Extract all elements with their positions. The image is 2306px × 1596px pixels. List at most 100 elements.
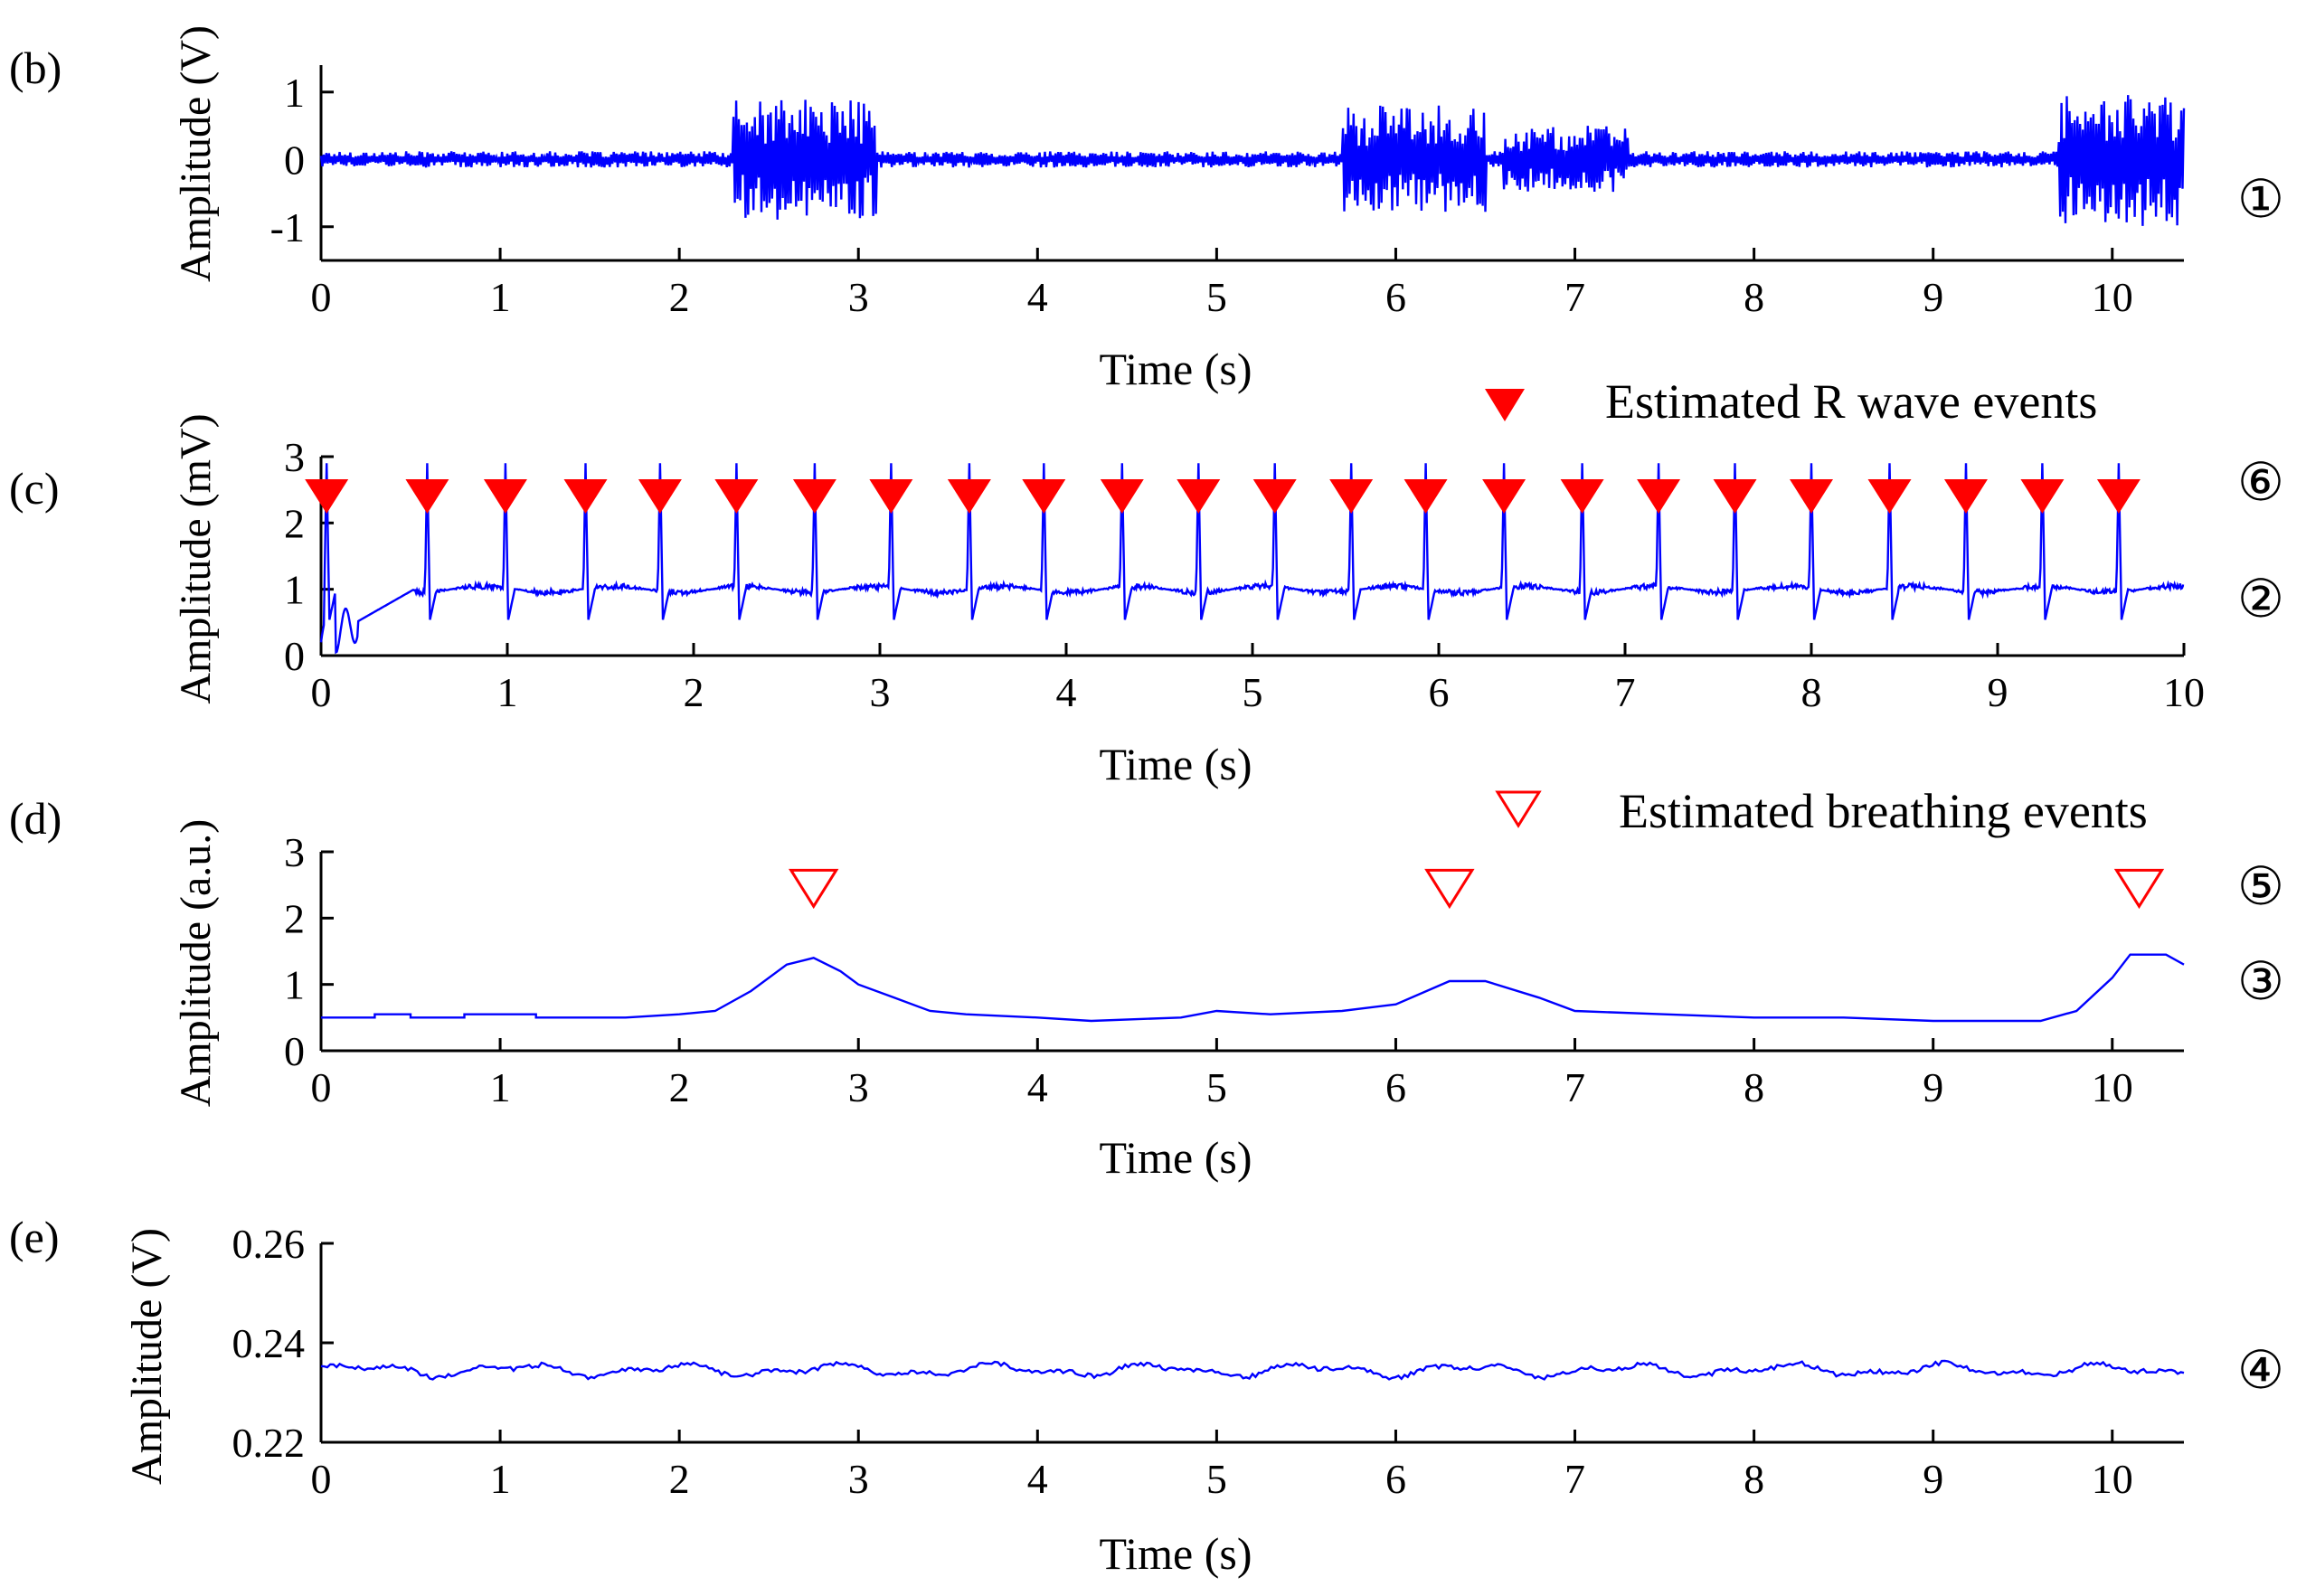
y-tick-label: 0 [284,633,305,679]
x-tick-label: 3 [848,274,869,320]
r-wave-event-marker [638,479,682,514]
r-wave-event-marker [563,479,608,514]
panel-b-right-marker: ① [2237,170,2284,229]
x-tick-label: 10 [2092,1064,2133,1110]
r-wave-event-marker [1943,479,1988,514]
x-tick-label: 2 [684,669,704,715]
r-wave-event-marker [2020,479,2065,514]
r-wave-event-marker [1329,479,1374,514]
x-tick-label: 10 [2163,669,2205,715]
y-tick-label: 0.26 [232,1221,306,1267]
x-tick-label: 6 [1429,669,1450,715]
panel-b-ylabel: Amplitude (V) [172,25,220,282]
x-tick-label: 8 [1801,669,1822,715]
x-tick-label: 10 [2092,1456,2133,1502]
panel-e-right-marker: ④ [2237,1341,2284,1400]
panel-e-ylabel: Amplitude (V) [123,1228,171,1485]
signal-line-c [319,463,2185,655]
x-tick-label: 4 [1056,669,1077,715]
panel-d-ylabel: Amplitude (a.u.) [172,819,220,1108]
panel-c-ylabel: Amplitude (mV) [172,413,220,704]
breathing-legend-label: Estimated breathing events [1619,784,2148,838]
x-tick-label: 4 [1027,274,1048,320]
y-tick-label: 0 [284,1028,305,1074]
y-tick-label: -1 [270,204,305,250]
y-tick-label: 1 [284,567,305,613]
panel-d-xlabel: Time (s) [1099,1132,1252,1183]
panel-c-axes: 0 1 2 3 4 5 6 7 8 9 10 0 1 2 3 [284,434,2205,715]
breathing-event-marker [789,868,839,910]
r-wave-event-marker [305,479,349,514]
r-wave-event-marker [1867,479,1912,514]
r-wave-event-marker [405,479,449,514]
x-tick-label: 9 [1988,669,2008,715]
x-tick-label: 2 [669,1064,690,1110]
x-tick-label: 9 [1923,274,1943,320]
x-tick-label: 6 [1385,274,1406,320]
r-wave-event-marker [1177,479,1221,514]
r-wave-event-marker [2096,479,2141,514]
r-wave-event-marker [947,479,991,514]
panel-d-right-marker-signal: ③ [2237,952,2284,1011]
r-wave-event-marker [1713,479,1757,514]
r-wave-event-marker [483,479,527,514]
panel-d: (d) Amplitude (a.u.) Time (s) Estimated … [9,784,2284,1183]
panel-c-xlabel: Time (s) [1099,739,1252,789]
y-tick-label: 0 [284,137,305,183]
x-tick-label: 3 [848,1064,869,1110]
x-tick-label: 1 [490,274,511,320]
panel-b: (b) Amplitude (V) Time (s) ① 0 1 2 3 4 5 6 7 8 9 1… [9,25,2284,394]
panel-b-axes: 0 1 2 3 4 5 6 7 8 9 10-101 [270,65,2186,320]
y-tick-label: 2 [284,500,305,546]
x-tick-label: 8 [1744,1064,1764,1110]
r-wave-legend-marker [1485,389,1525,421]
panel-label-c: (c) [9,463,60,514]
signal-line-d [321,953,2185,1023]
y-tick-label: 2 [284,895,305,941]
panel-e-axes: 0 1 2 3 4 5 6 7 8 9 10 0.22 0.24 0.26 [232,1221,2185,1502]
panel-c-right-marker-signal: ② [2237,570,2284,628]
x-tick-label: 0 [311,669,332,715]
x-tick-label: 5 [1243,669,1263,715]
r-wave-event-marker [1403,479,1448,514]
x-tick-label: 5 [1206,1456,1227,1502]
x-tick-label: 8 [1744,274,1764,320]
panel-label-b: (b) [9,42,61,93]
breathing-event-marker [2113,868,2165,910]
x-tick-label: 8 [1744,1456,1764,1502]
r-wave-event-marker [1637,479,1681,514]
y-tick-label: 1 [284,962,305,1008]
x-tick-label: 7 [1615,669,1636,715]
panel-b-xlabel: Time (s) [1099,344,1252,394]
panel-label-e: (e) [9,1212,60,1262]
breathing-legend-marker [1495,790,1542,828]
x-tick-label: 4 [1027,1064,1048,1110]
r-wave-event-marker [1252,479,1297,514]
x-tick-label: 7 [1564,274,1585,320]
x-tick-label: 6 [1385,1064,1406,1110]
x-tick-label: 0 [311,1456,332,1502]
r-wave-event-marker [1560,479,1604,514]
x-tick-label: 3 [870,669,891,715]
r-wave-event-marker [1482,479,1526,514]
x-tick-label: 1 [490,1064,511,1110]
x-tick-label: 2 [669,274,690,320]
x-tick-label: 7 [1564,1064,1585,1110]
x-tick-label: 1 [490,1456,511,1502]
panel-e-xlabel: Time (s) [1099,1528,1252,1579]
panel-label-d: (d) [9,793,61,844]
y-tick-label: 3 [284,434,305,480]
r-wave-event-marker [869,479,913,514]
y-tick-label: 0.22 [232,1420,306,1466]
signal-line-b [319,95,2186,226]
x-tick-label: 9 [1923,1064,1943,1110]
x-tick-label: 4 [1027,1456,1048,1502]
r-wave-legend-label: Estimated R wave events [1605,374,2097,429]
x-tick-label: 3 [848,1456,869,1502]
r-wave-event-marker [1022,479,1066,514]
x-tick-label: 10 [2092,274,2133,320]
y-tick-label: 1 [284,70,305,116]
r-wave-event-marker [792,479,836,514]
panel-c-right-marker-events: ⑥ [2237,453,2284,512]
